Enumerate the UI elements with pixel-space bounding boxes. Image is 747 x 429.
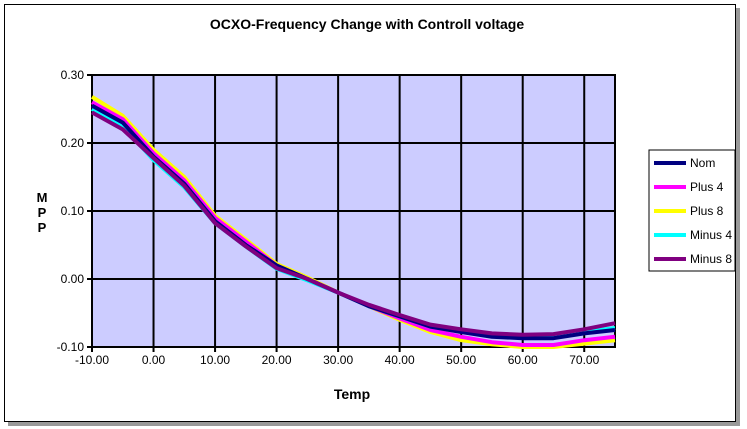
x-tick-label: -10.00 <box>75 353 109 367</box>
series-line-minus-8 <box>91 110 616 337</box>
chart-title: OCXO-Frequency Change with Controll volt… <box>210 16 524 32</box>
plot-border <box>91 74 616 348</box>
x-tick-label: 60.00 <box>508 353 538 367</box>
x-tick-label: 30.00 <box>323 353 353 367</box>
y-axis-label: MPP <box>36 190 48 235</box>
x-tick-label: 20.00 <box>262 353 292 367</box>
x-tick-label: 0.00 <box>142 353 166 367</box>
x-axis-label: Temp <box>334 386 370 402</box>
legend-label: Plus 8 <box>690 204 724 218</box>
x-tick-label: 50.00 <box>446 353 476 367</box>
x-tick-label: 10.00 <box>200 353 230 367</box>
y-tick-label: 0.20 <box>61 136 85 150</box>
legend-item: Nom <box>654 156 715 170</box>
legend-item: Minus 4 <box>654 228 732 242</box>
y-tick-label: -0.10 <box>57 340 85 354</box>
legend-item: Plus 8 <box>654 204 724 218</box>
legend-label: Minus 4 <box>690 228 732 242</box>
x-tick-label: 70.00 <box>569 353 599 367</box>
y-tick-label: 0.10 <box>61 204 85 218</box>
y-tick-label: 0.30 <box>61 68 85 82</box>
x-tick-label: 40.00 <box>385 353 415 367</box>
legend-label: Minus 8 <box>690 252 732 266</box>
legend-item: Plus 4 <box>654 180 724 194</box>
legend-label: Plus 4 <box>690 180 724 194</box>
legend: Nom Plus 4 Plus 8 Minus 4 Minus 8 <box>648 149 736 272</box>
legend-item: Minus 8 <box>654 252 732 266</box>
y-tick-label: 0.00 <box>61 272 85 286</box>
legend-label: Nom <box>690 156 715 170</box>
